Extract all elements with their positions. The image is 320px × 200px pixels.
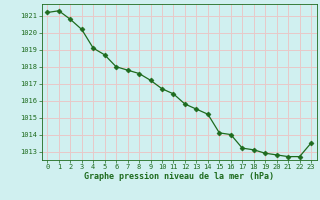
X-axis label: Graphe pression niveau de la mer (hPa): Graphe pression niveau de la mer (hPa) — [84, 172, 274, 181]
